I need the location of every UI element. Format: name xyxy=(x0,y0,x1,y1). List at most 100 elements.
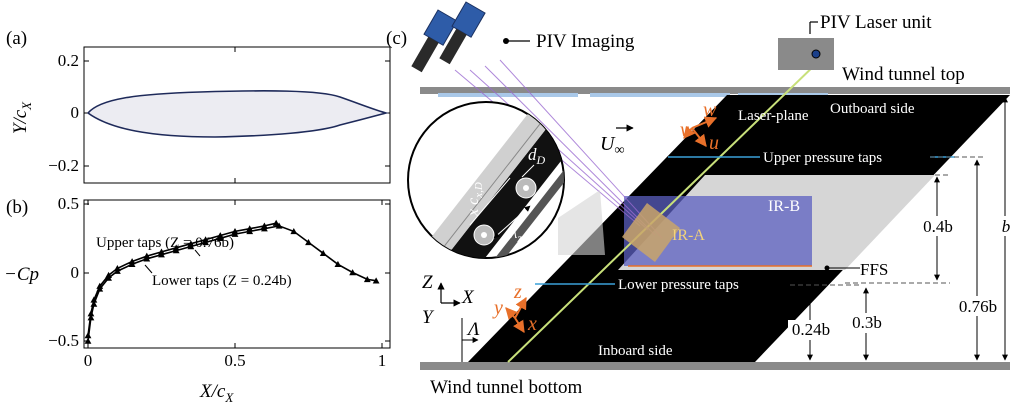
laser-aperture xyxy=(811,49,821,59)
ir-a-label: IR-A xyxy=(672,227,705,244)
series-1-point xyxy=(114,267,121,274)
panel-b-ytick-1: 0 xyxy=(71,263,80,282)
series-1-point xyxy=(187,243,195,250)
upper-taps-label-bg xyxy=(760,149,930,165)
series-1-point xyxy=(172,247,180,254)
series-1-point xyxy=(290,228,298,235)
series-1-point xyxy=(90,300,98,307)
series-0-point xyxy=(87,310,95,317)
ir-b-label: IR-B xyxy=(768,198,800,215)
piv-cameras xyxy=(411,1,486,73)
lower-taps-label: Lower pressure taps xyxy=(618,277,739,293)
dim-b: b xyxy=(1002,217,1011,236)
panel-c-label: (c) xyxy=(386,28,407,49)
panel-a-ytick-2: −0.2 xyxy=(48,156,79,175)
series-1-point xyxy=(84,337,92,344)
annotation-lower-leader xyxy=(144,264,153,274)
tunnel-top-label: Wind tunnel top xyxy=(842,64,965,85)
dre-diameter: dD xyxy=(528,145,546,167)
u-label: u xyxy=(709,132,719,154)
outboard-label: Outboard side xyxy=(830,101,915,117)
series-1-point xyxy=(334,260,342,267)
tunnel-bottom-wall xyxy=(420,362,1010,370)
sweep-angle: Λ xyxy=(461,318,480,362)
tunnel-bottom-label: Wind tunnel bottom xyxy=(430,377,582,398)
panel-b-xtick-1: 0.5 xyxy=(224,351,245,370)
series-1-point xyxy=(275,222,283,229)
panel-a: (a) 0.2 0 −0.2 Y/cX xyxy=(6,28,391,184)
cp-plot xyxy=(84,219,380,344)
svg-text:Y/cX: Y/cX xyxy=(10,101,34,134)
airfoil-shape xyxy=(86,90,390,138)
annotation-upper-taps: Upper taps (Z = 0.76b) xyxy=(96,235,234,251)
dre-array xyxy=(521,119,637,276)
local-frame-bottom: z y x xyxy=(492,281,537,335)
panel-b-xtick-2: 1 xyxy=(378,351,387,370)
series-1-point xyxy=(216,234,224,241)
panel-b-ylabel: −Cp xyxy=(4,264,39,285)
series-1-point xyxy=(363,275,371,283)
w-label: w xyxy=(703,99,717,121)
series-1-point xyxy=(261,225,268,232)
ffs-label: FFS xyxy=(860,260,888,279)
panel-a-ytick-1: 0 xyxy=(71,103,80,122)
series-1-point xyxy=(319,249,327,257)
panel-a-ytick-0: 0.2 xyxy=(58,51,79,70)
global-axes: Z X Y xyxy=(422,272,475,328)
Y-axis-label: Y xyxy=(422,307,435,328)
panel-b-xtick-0: 0 xyxy=(84,351,93,370)
local-frame-top: w v u xyxy=(680,99,719,154)
series-1-point xyxy=(105,274,112,281)
series-1-point xyxy=(158,251,165,258)
laser-plane-label: Laser-plane xyxy=(738,108,809,124)
panel-a-ylabel: Y/cX xyxy=(10,101,34,134)
inboard-label: Inboard side xyxy=(598,343,673,359)
series-1-point xyxy=(202,238,209,246)
series-1-point xyxy=(128,260,136,267)
y-label: y xyxy=(492,297,503,319)
series-1-point xyxy=(246,228,254,235)
piv-imaging-label: PIV Imaging xyxy=(536,31,635,52)
window-2 xyxy=(590,93,730,97)
panel-b: (b) 0.5 0 −0.5 0 0.5 1 −Cp X/cX Upper ta… xyxy=(4,194,391,405)
lower-taps-label-bg xyxy=(615,276,790,292)
ir-a-region xyxy=(622,203,680,262)
annotation-upper-leader xyxy=(194,249,201,257)
series-0-point xyxy=(272,219,280,226)
dim-024b: 0.24b xyxy=(792,320,830,339)
annotation-lower-taps: Lower taps (Z = 0.24b) xyxy=(152,273,292,289)
panel-b-label: (b) xyxy=(6,197,28,218)
sweep-angle-label: Λ xyxy=(466,319,480,340)
dre-chord-pos: xcx,D xyxy=(465,182,485,217)
panel-b-xlabel: X/cX xyxy=(199,381,234,405)
series-1-point xyxy=(349,269,356,276)
dim-076b: 0.76b xyxy=(959,297,997,316)
dimension-guides xyxy=(790,156,985,286)
dre-spacing: λz,D xyxy=(509,223,534,245)
series-1-point xyxy=(87,314,95,321)
v-label: v xyxy=(680,119,689,141)
piv-laser-label: PIV Laser unit xyxy=(820,12,932,33)
panel-c: (c) Upper pressure taps Lower pressure t… xyxy=(386,1,1014,398)
series-1-point xyxy=(372,277,380,284)
upper-taps-label: Upper pressure taps xyxy=(763,150,882,166)
panel-b-ytick-0: 0.5 xyxy=(58,194,79,213)
laser-plane-line xyxy=(507,59,821,363)
window-1 xyxy=(438,93,578,97)
panel-a-frame xyxy=(83,46,391,184)
panel-a-label: (a) xyxy=(6,28,27,49)
z-label: z xyxy=(513,281,522,303)
dim-03b: 0.3b xyxy=(852,313,882,332)
series-1-point xyxy=(231,230,239,237)
piv-laser-box xyxy=(778,38,834,70)
series-1-point xyxy=(305,238,312,246)
freestream-label: U∞ xyxy=(600,133,624,158)
series-1-point xyxy=(96,285,104,292)
panel-b-frame xyxy=(83,199,391,349)
panel-b-ytick-2: −0.5 xyxy=(48,331,79,350)
series-1-point xyxy=(143,255,151,262)
Z-axis-label: Z xyxy=(422,272,433,293)
X-axis-label: X xyxy=(461,287,475,308)
dim-04b: 0.4b xyxy=(923,217,953,236)
